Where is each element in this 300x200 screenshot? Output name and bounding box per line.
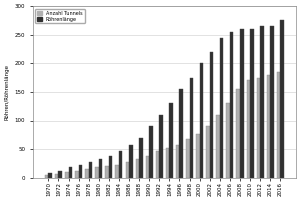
Bar xyxy=(139,138,143,178)
Bar xyxy=(48,173,52,178)
Bar xyxy=(105,166,109,178)
Bar xyxy=(280,20,284,178)
Bar xyxy=(129,145,133,178)
Bar xyxy=(176,145,179,178)
Bar xyxy=(169,103,173,178)
Bar xyxy=(260,26,264,178)
Bar xyxy=(186,139,190,178)
Bar xyxy=(119,151,122,178)
Bar xyxy=(68,167,72,178)
Bar xyxy=(109,156,112,178)
Bar xyxy=(256,78,260,178)
Bar xyxy=(226,103,230,178)
Bar xyxy=(270,26,274,178)
Bar xyxy=(116,165,119,178)
Bar xyxy=(146,156,149,178)
Bar xyxy=(166,148,169,178)
Bar xyxy=(65,172,68,178)
Bar xyxy=(125,162,129,178)
Bar xyxy=(250,29,254,178)
Bar xyxy=(95,167,99,178)
Bar xyxy=(136,159,139,178)
Bar xyxy=(58,171,62,178)
Bar xyxy=(220,38,224,178)
Bar xyxy=(267,75,270,178)
Bar xyxy=(99,159,102,178)
Bar xyxy=(85,169,89,178)
Bar xyxy=(55,174,58,178)
Bar xyxy=(196,134,200,178)
Y-axis label: Röhren/Röhrenlänge: Röhren/Röhrenlänge xyxy=(4,64,9,120)
Bar xyxy=(240,29,244,178)
Bar xyxy=(210,52,213,178)
Bar xyxy=(247,80,250,178)
Bar xyxy=(149,126,153,178)
Bar xyxy=(277,72,280,178)
Bar xyxy=(230,32,233,178)
Bar xyxy=(206,126,210,178)
Bar xyxy=(45,175,48,178)
Bar xyxy=(179,89,183,178)
Bar xyxy=(216,115,220,178)
Bar xyxy=(156,151,159,178)
Bar xyxy=(89,162,92,178)
Bar xyxy=(159,115,163,178)
Bar xyxy=(190,78,193,178)
Bar xyxy=(75,171,79,178)
Legend: Anzahl Tunnels, Röhrenlänge: Anzahl Tunnels, Röhrenlänge xyxy=(35,9,85,23)
Bar xyxy=(200,63,203,178)
Bar xyxy=(79,165,82,178)
Bar xyxy=(236,89,240,178)
